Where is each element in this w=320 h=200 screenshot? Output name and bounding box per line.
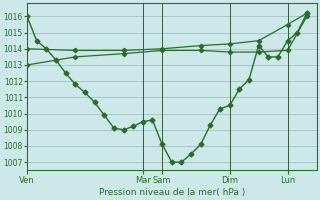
X-axis label: Pression niveau de la mer( hPa ): Pression niveau de la mer( hPa ) [99,188,245,197]
